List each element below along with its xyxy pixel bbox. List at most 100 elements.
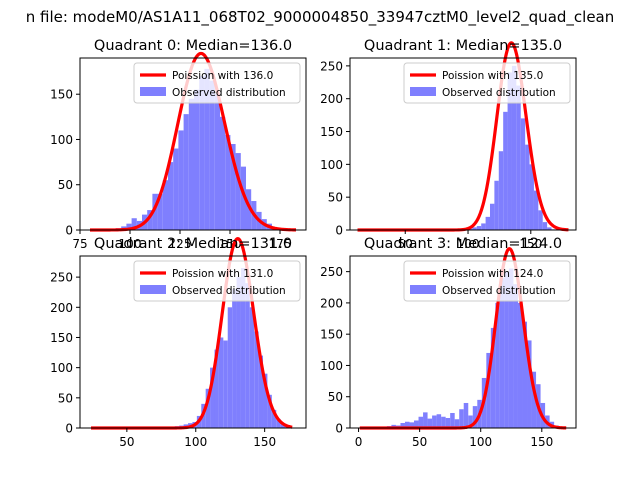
histogram-bar — [520, 118, 526, 230]
legend-frame — [133, 260, 301, 302]
x-tick-label: 150 — [530, 435, 553, 449]
histogram-bar — [240, 268, 246, 428]
figure-suptitle: n file: modeM0/AS1A11_068T02_9000004850_… — [26, 8, 615, 27]
legend: Poission with 136.0 Observed distribution — [133, 62, 301, 104]
histogram-bar — [168, 162, 174, 230]
legend-frame — [403, 62, 571, 104]
histogram-bar — [223, 340, 228, 428]
y-tick-label: 100 — [50, 133, 73, 147]
histogram-bar — [131, 218, 137, 230]
histogram-bar — [214, 349, 219, 428]
histogram-bar — [525, 144, 530, 230]
histogram-bar — [529, 164, 534, 230]
y-tick-label: 100 — [320, 359, 343, 373]
histogram-bar — [205, 388, 211, 428]
histogram-bar — [450, 412, 455, 428]
histogram-bar — [468, 415, 473, 428]
histogram-bar — [230, 144, 236, 230]
histogram-bar — [220, 116, 226, 230]
histogram-bar — [210, 367, 215, 428]
legend-poisson-label: Poission with 124.0 — [442, 268, 543, 280]
histogram-bar — [188, 98, 194, 230]
y-tick-label: 200 — [320, 92, 343, 106]
histogram-bar — [513, 284, 518, 428]
y-tick-label: 50 — [58, 391, 73, 405]
legend: Poission with 131.0 Observed distribution — [133, 260, 301, 302]
histogram-bar — [209, 80, 215, 230]
y-tick-label: 250 — [50, 271, 73, 285]
x-tick-label: 175 — [269, 237, 292, 251]
legend-observed-label: Observed distribution — [172, 285, 286, 297]
subplot-quadrant-1: 50 100 150 0 50 100 150 200 250 Quadrant 1: Media… — [320, 38, 577, 251]
y-tick-label: 0 — [335, 422, 343, 436]
histogram-bar — [218, 337, 224, 428]
y-tick-label: 0 — [65, 422, 73, 436]
y-tick-label: 150 — [320, 125, 343, 139]
x-tick-label: 150 — [519, 237, 542, 251]
histogram-bar — [227, 307, 233, 428]
subplot-title: Quadrant 2: Median=131.0 — [94, 236, 292, 252]
x-tick-label: 50 — [119, 435, 134, 449]
histogram-bar — [194, 89, 200, 231]
y-tick-label: 100 — [50, 361, 73, 375]
histogram-bar — [511, 65, 517, 230]
histogram-bar — [225, 134, 231, 230]
x-tick-label: 100 — [457, 237, 480, 251]
legend-poisson-label: Poission with 136.0 — [172, 70, 273, 82]
histogram-bar — [445, 417, 451, 428]
x-tick-label: 50 — [398, 237, 413, 251]
histogram-bar — [240, 166, 246, 230]
histogram-bar — [454, 419, 460, 428]
x-tick-label: 50 — [412, 435, 427, 449]
axes-frame — [79, 255, 307, 429]
histogram-bar — [199, 76, 205, 231]
x-tick-label: 0 — [355, 435, 363, 449]
y-tick-label: 200 — [320, 296, 343, 310]
histogram-bar — [147, 210, 153, 230]
histogram-bar — [418, 416, 424, 428]
legend: Poission with 135.0 Observed distribution — [403, 62, 571, 104]
x-tick-label: 75 — [72, 237, 87, 251]
histogram-bar — [459, 409, 464, 428]
y-tick-label: 150 — [50, 88, 73, 102]
histogram-bar — [152, 193, 158, 230]
legend-frame — [403, 260, 571, 302]
y-tick-label: 250 — [320, 59, 343, 73]
histogram-bar — [245, 283, 250, 428]
histogram-bar — [271, 409, 277, 428]
histogram-bar — [427, 418, 433, 428]
axes-frame — [349, 57, 577, 231]
histogram-bar — [499, 277, 505, 428]
histogram-bar — [494, 180, 499, 230]
histogram-bar — [235, 153, 241, 230]
axes-frame — [79, 57, 307, 231]
histogram-bar — [472, 227, 477, 230]
histogram-bar — [490, 327, 496, 428]
legend-observed-label: Observed distribution — [442, 87, 556, 99]
histogram-bar — [481, 223, 486, 230]
histogram-bar — [423, 412, 428, 428]
histogram-bar — [254, 331, 259, 428]
histogram-bar — [204, 68, 210, 230]
legend-bar-swatch — [410, 87, 436, 96]
histogram-bar — [517, 302, 523, 428]
axes-frame — [349, 255, 577, 429]
histogram-bar — [126, 223, 132, 230]
histogram-bar — [432, 415, 437, 428]
legend: Poission with 124.0 Observed distribution — [403, 260, 571, 302]
legend-frame — [133, 62, 301, 104]
x-tick-label: 150 — [253, 435, 276, 449]
histogram-bar — [547, 227, 552, 230]
histogram-bar — [183, 114, 189, 230]
x-tick-label: 100 — [184, 435, 207, 449]
subplot-title: Quadrant 3: Median=124.0 — [364, 236, 562, 252]
histogram-bar — [178, 130, 184, 230]
histogram-bar — [162, 180, 168, 230]
subplot-quadrant-2: 50 100 150 0 50 100 150 200 250 Quadrant 2: Media… — [50, 236, 307, 449]
histogram-bar — [258, 355, 264, 428]
legend-poisson-label: Poission with 131.0 — [172, 268, 273, 280]
histogram-bar — [404, 421, 410, 428]
subplot-title: Quadrant 1: Median=135.0 — [364, 38, 562, 54]
subplots: 75 100 125 150 175 0 50 100 150 Quadrant 0: Media… — [50, 38, 577, 449]
y-tick-label: 0 — [335, 224, 343, 238]
